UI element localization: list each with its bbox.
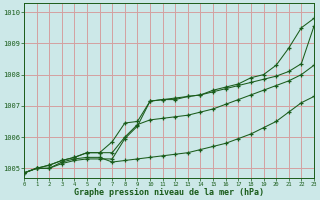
- X-axis label: Graphe pression niveau de la mer (hPa): Graphe pression niveau de la mer (hPa): [74, 188, 264, 197]
